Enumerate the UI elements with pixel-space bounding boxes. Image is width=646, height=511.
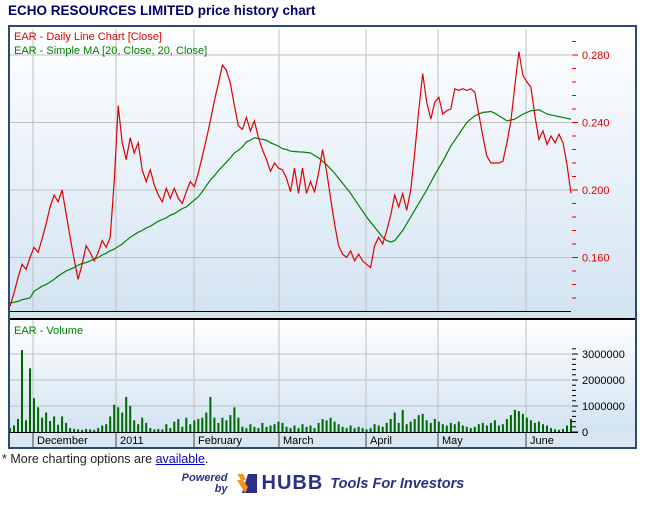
month-label: May [442, 435, 463, 447]
volume-axis-label: 1000000 [582, 401, 625, 413]
volume-panel-background [10, 320, 635, 433]
month-label: 2011 [120, 435, 144, 447]
close-line [10, 51, 572, 307]
powered-line1: Powered [181, 471, 228, 484]
footer-note-suffix: . [204, 452, 209, 466]
footer-note: * More charting options are available. [2, 452, 208, 466]
volume-axis-label: 2000000 [582, 375, 625, 387]
volume-axis-label: 0 [582, 427, 588, 439]
volume-axis-label: 3000000 [582, 349, 625, 361]
price-history-chart: 0.280 0.240 0.200 0.160 0 1000000 2000000 30000… [10, 27, 635, 447]
date-axis-strip [10, 433, 635, 447]
available-link[interactable]: available [155, 452, 205, 466]
price-axis-label: 0.240 [582, 118, 610, 130]
hubb-tagline: Tools For Investors [330, 475, 465, 492]
hubb-brand-text: HUBB [261, 472, 324, 494]
month-label: June [530, 435, 554, 447]
panel-divider [10, 318, 635, 320]
chart-container: 0.280 0.240 0.200 0.160 0 1000000 2000000 30000… [8, 25, 637, 449]
month-label: April [370, 435, 392, 447]
month-label: March [283, 435, 314, 447]
ma-line [10, 109, 572, 304]
price-axis-label: 0.160 [582, 253, 610, 265]
powered-line2: by [214, 482, 228, 495]
footer-note-text: * More charting options are [2, 452, 156, 466]
price-panel-background [10, 27, 635, 318]
volume-bars [10, 350, 572, 432]
month-label: December [37, 435, 88, 447]
month-label: February [198, 435, 243, 447]
legend-ma: EAR - Simple MA [20, Close, 20, Close] [14, 45, 207, 57]
price-axis-label: 0.280 [582, 50, 610, 62]
hubb-logo-icon [234, 472, 259, 495]
volume-panel-label: EAR - Volume [14, 325, 83, 337]
price-axis-label: 0.200 [582, 185, 610, 197]
legend-close: EAR - Daily Line Chart [Close] [14, 31, 162, 43]
page-title: ECHO RESOURCES LIMITED price history cha… [8, 3, 316, 18]
hubb-logo[interactable]: Powered by HUBB Tools For Investors [0, 472, 646, 495]
powered-by-label: Powered by [181, 471, 228, 495]
